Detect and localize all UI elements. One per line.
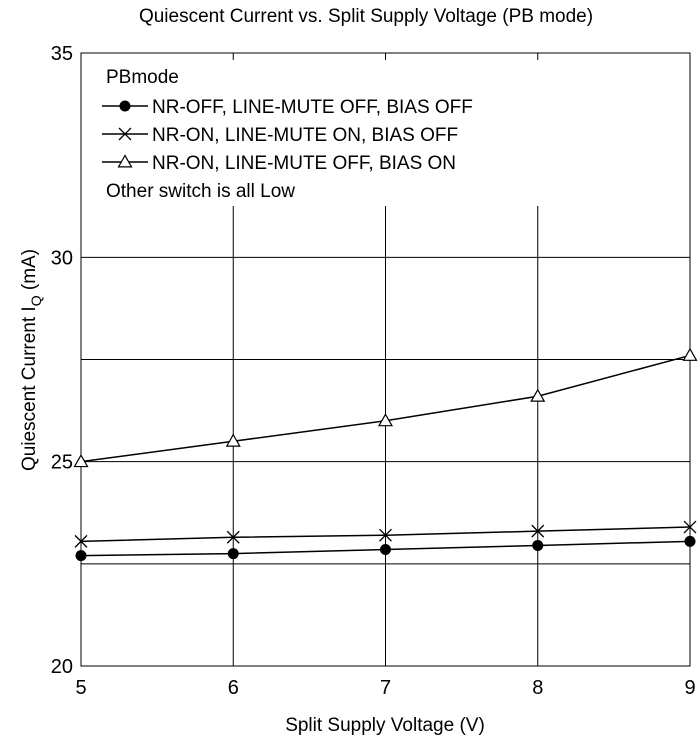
- x-tick-label: 7: [380, 677, 391, 699]
- y-axis-title-subscript: Q: [28, 295, 44, 306]
- data-point-x: [379, 528, 392, 542]
- y-axis-title-main: Quiescent Current I: [19, 306, 40, 471]
- y-axis-title-unit: (mA): [19, 249, 40, 295]
- y-tick-label: 25: [51, 452, 73, 474]
- data-point-circle: [532, 539, 544, 551]
- y-tick-label: 30: [51, 247, 73, 269]
- y-tick-label: 35: [51, 43, 73, 65]
- data-point-x: [683, 520, 697, 534]
- x-tick-label: 9: [684, 677, 695, 699]
- data-point-x: [531, 524, 545, 538]
- legend-header: PBmode: [106, 67, 179, 88]
- data-point-circle: [380, 544, 391, 556]
- y-axis-title: Quiescent Current IQ (mA): [19, 249, 44, 471]
- data-point-x: [118, 127, 132, 141]
- legend-entry: NR-ON, LINE-MUTE OFF, BIAS ON: [102, 153, 456, 174]
- legend-entries: NR-OFF, LINE-MUTE OFF, BIAS OFF NR-ON, LI…: [102, 97, 473, 174]
- data-point-circle: [227, 548, 239, 560]
- data-point-triangle: [530, 388, 546, 402]
- y-axis-ticks: 20 25 30 35: [51, 43, 73, 678]
- data-point-triangle: [682, 347, 698, 361]
- data-point-circle: [684, 535, 696, 547]
- data-point-x: [226, 530, 240, 544]
- data-point-x: [74, 534, 88, 548]
- x-tick-label: 8: [532, 677, 543, 699]
- data-point-circle: [119, 100, 131, 112]
- x-tick-label: 6: [228, 677, 239, 699]
- y-tick-label: 20: [51, 656, 73, 678]
- legend-label: NR-ON, LINE-MUTE OFF, BIAS ON: [152, 153, 456, 174]
- x-tick-label: 5: [75, 677, 86, 699]
- legend-background: [98, 60, 580, 206]
- data-point-triangle: [225, 433, 241, 447]
- x-axis-title: Split Supply Voltage (V): [285, 715, 485, 736]
- series-layer: [73, 347, 698, 562]
- legend-label: NR-OFF, LINE-MUTE OFF, BIAS OFF: [152, 97, 473, 118]
- chart-title: Quiescent Current vs. Split Supply Volta…: [139, 6, 593, 27]
- data-point-triangle: [117, 154, 133, 168]
- legend-footer: Other switch is all Low: [106, 181, 295, 202]
- legend-label: NR-ON, LINE-MUTE ON, BIAS OFF: [152, 125, 458, 146]
- series-circle: [75, 535, 696, 562]
- data-point-circle: [75, 550, 87, 562]
- data-point-triangle: [73, 453, 89, 468]
- series-x: [74, 520, 697, 548]
- series-triangle: [73, 347, 698, 468]
- legend-entry: NR-OFF, LINE-MUTE OFF, BIAS OFF: [102, 97, 473, 118]
- legend-entry: NR-ON, LINE-MUTE ON, BIAS OFF: [102, 125, 458, 146]
- x-axis-ticks: 5 6 7 8 9: [75, 677, 695, 699]
- legend: PBmode NR-OFF, LINE-MUTE OFF, BIAS OFFNR…: [98, 60, 580, 206]
- data-point-triangle: [377, 413, 394, 427]
